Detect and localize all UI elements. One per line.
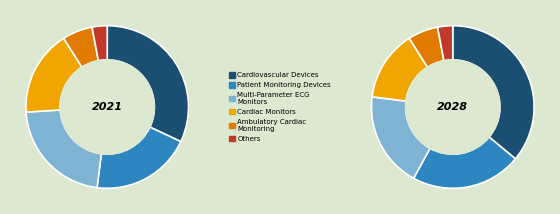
Wedge shape [371, 97, 430, 178]
Wedge shape [64, 27, 99, 67]
Wedge shape [409, 27, 444, 67]
Wedge shape [92, 26, 107, 61]
Wedge shape [372, 38, 427, 101]
Circle shape [60, 60, 155, 154]
Wedge shape [437, 26, 453, 61]
Legend: Cardiovascular Devices, Patient Monitoring Devices, Multi-Parameter ECG
Monitors: Cardiovascular Devices, Patient Monitori… [229, 72, 331, 142]
Wedge shape [26, 110, 101, 188]
Wedge shape [453, 26, 534, 159]
Text: 2028: 2028 [437, 102, 468, 112]
Wedge shape [414, 137, 515, 188]
Wedge shape [97, 127, 181, 188]
Wedge shape [107, 26, 189, 142]
Wedge shape [26, 38, 82, 112]
Circle shape [405, 60, 500, 154]
Text: 2021: 2021 [92, 102, 123, 112]
